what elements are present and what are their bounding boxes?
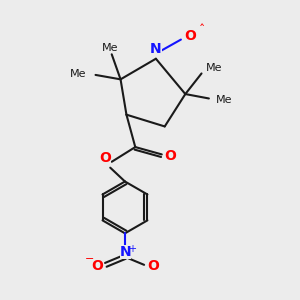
- Text: ˆ: ˆ: [199, 24, 205, 37]
- Text: O: O: [184, 29, 196, 43]
- Text: Me: Me: [206, 63, 222, 73]
- Text: O: O: [91, 259, 103, 273]
- Text: O: O: [164, 149, 176, 163]
- Text: Me: Me: [70, 69, 87, 79]
- Text: Me: Me: [216, 95, 233, 105]
- Text: O: O: [99, 151, 111, 165]
- Text: +: +: [128, 244, 136, 254]
- Text: Me: Me: [102, 44, 119, 53]
- Text: O: O: [147, 259, 159, 273]
- Text: −: −: [85, 254, 94, 264]
- Text: N: N: [120, 245, 131, 259]
- Text: N: N: [150, 42, 162, 56]
